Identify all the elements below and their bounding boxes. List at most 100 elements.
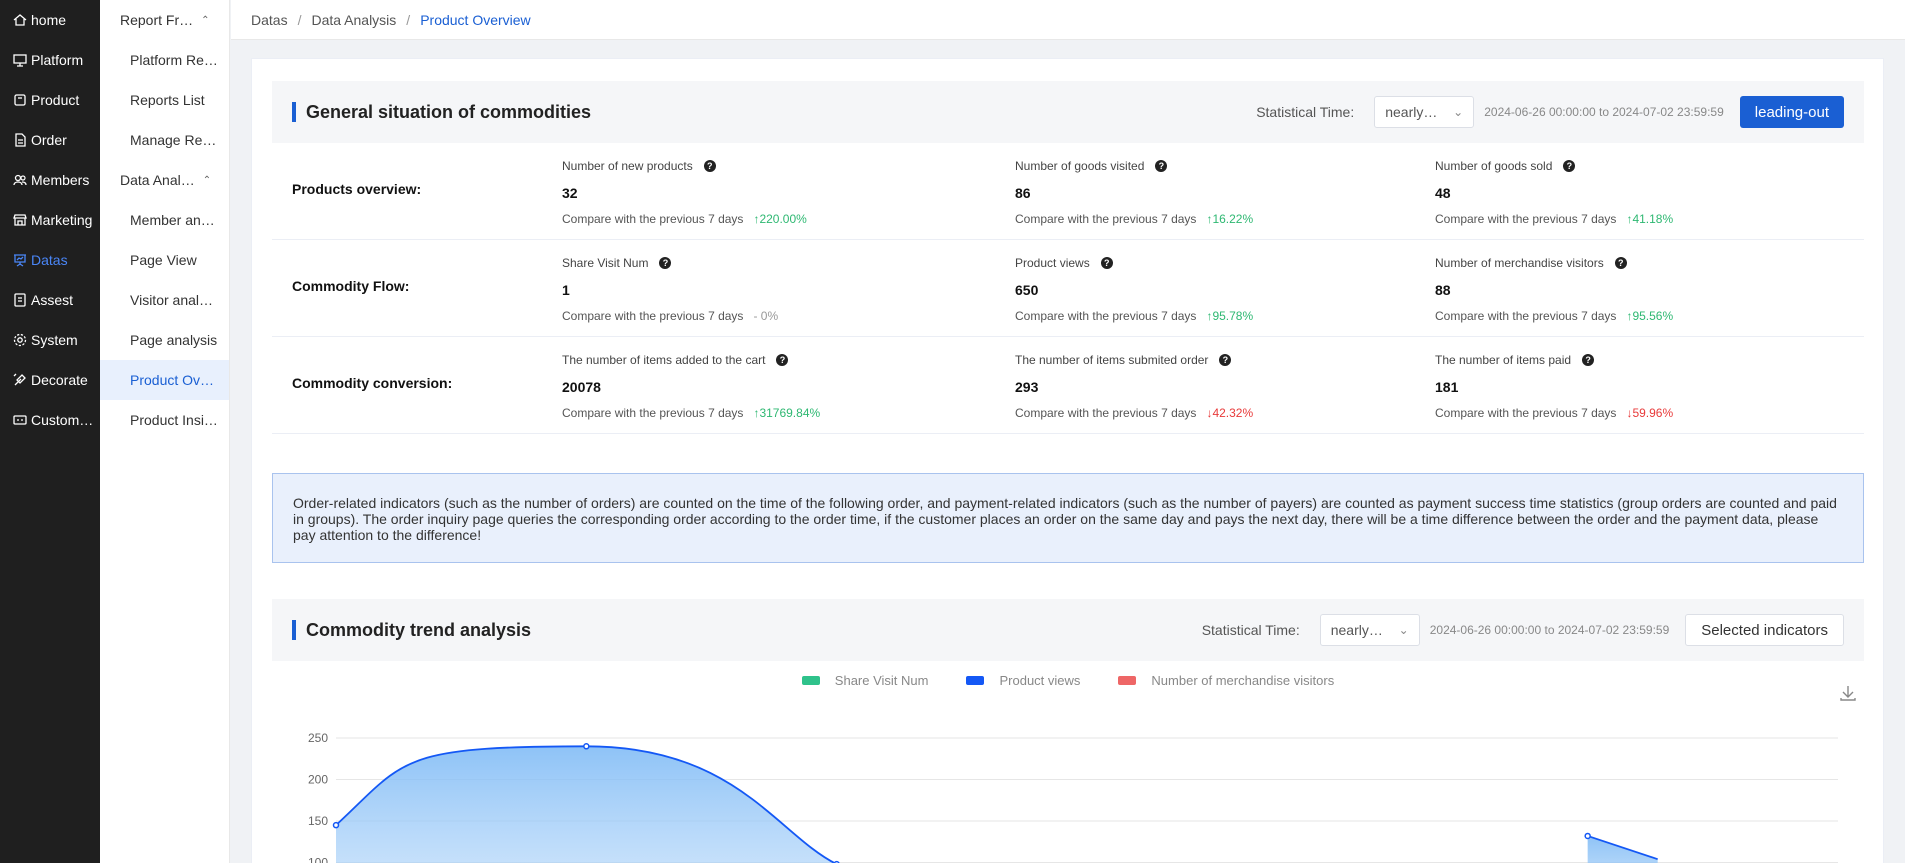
nav-item-platform[interactable]: Platform xyxy=(0,40,100,80)
gear-icon xyxy=(13,333,27,347)
metric-compare: Compare with the previous 7 days ↑95.78% xyxy=(1015,309,1253,323)
help-icon[interactable]: ? xyxy=(776,354,789,366)
metric-value: 1 xyxy=(562,282,570,298)
data-point[interactable] xyxy=(583,743,590,750)
nav-item-custom[interactable]: Custom… xyxy=(0,400,100,440)
submenu-label: Visitor anal… xyxy=(130,292,214,308)
metric-value: 181 xyxy=(1435,379,1459,395)
chart-plot-area: 250 200 150 100 xyxy=(308,731,1838,863)
section-accent-bar xyxy=(292,620,296,640)
trend-time-range-select[interactable]: nearly… ⌄ xyxy=(1319,614,1420,646)
overview-row-label: Commodity conversion: xyxy=(292,375,453,391)
help-icon[interactable]: ? xyxy=(1155,160,1168,172)
time-range-select[interactable]: nearly… ⌄ xyxy=(1374,96,1475,128)
legend-swatch xyxy=(1118,676,1137,685)
change-percent: - 0% xyxy=(753,309,779,323)
metric-title-wrap: Share Visit Num? xyxy=(562,256,672,270)
metric-title: The number of items paid xyxy=(1435,353,1572,367)
metric-title-wrap: Number of goods sold? xyxy=(1435,159,1576,173)
breadcrumb-data-analysis[interactable]: Data Analysis xyxy=(311,11,397,28)
submenu-label: Report Fr… xyxy=(120,12,194,28)
nav-item-members[interactable]: Members xyxy=(0,160,100,200)
nav-item-home[interactable]: home xyxy=(0,0,100,40)
trend-section-header: Commodity trend analysis Statistical Tim… xyxy=(272,599,1864,661)
series-area-product-views xyxy=(1587,835,1658,863)
submenu-item[interactable]: Product Ov… xyxy=(100,360,229,400)
help-icon[interactable]: ? xyxy=(1219,354,1232,366)
submenu-group[interactable]: Data Anal… ⌃ xyxy=(100,160,229,200)
submenu-group[interactable]: Report Fr… ⌃ xyxy=(100,0,229,40)
data-point[interactable] xyxy=(1584,832,1591,840)
submenu-item[interactable]: Page analysis xyxy=(100,320,229,360)
date-range-text: 2024-06-26 00:00:00 to 2024-07-02 23:59:… xyxy=(1484,105,1724,119)
compare-label: Compare with the previous 7 days xyxy=(1435,406,1617,420)
metric-value: 32 xyxy=(562,185,578,201)
submenu-item[interactable]: Platform Re… xyxy=(100,40,229,80)
chevron-up-icon: ⌃ xyxy=(202,174,212,186)
users-icon xyxy=(13,174,27,186)
nav-item-assest[interactable]: Assest xyxy=(0,280,100,320)
chevron-down-icon: ⌄ xyxy=(1398,623,1409,637)
compare-label: Compare with the previous 7 days xyxy=(1015,406,1197,420)
time-range-select-value: nearly… xyxy=(1385,104,1438,120)
metric-title: Product views xyxy=(1015,256,1090,270)
nav-item-label: Members xyxy=(31,172,90,188)
submenu-item[interactable]: Manage Re… xyxy=(100,120,229,160)
nav-item-system[interactable]: System xyxy=(0,320,100,360)
presentation-icon xyxy=(14,254,26,267)
chevron-down-icon: ⌄ xyxy=(1453,105,1464,119)
submenu-item[interactable]: Visitor anal… xyxy=(100,280,229,320)
help-icon[interactable]: ? xyxy=(1100,257,1113,269)
trend-section-title: Commodity trend analysis xyxy=(306,619,532,640)
metric-compare: Compare with the previous 7 days ↑220.00% xyxy=(562,212,807,226)
nav-item-decorate[interactable]: Decorate xyxy=(0,360,100,400)
nav-item-order[interactable]: Order xyxy=(0,120,100,160)
help-icon[interactable]: ? xyxy=(659,257,672,269)
metric-value: 86 xyxy=(1015,185,1031,201)
submenu-item[interactable]: Product Insi… xyxy=(100,400,229,440)
main-card: General situation of commodities Statist… xyxy=(251,58,1884,863)
compare-label: Compare with the previous 7 days xyxy=(1435,212,1617,226)
metric-compare: Compare with the previous 7 days ↑31769.8… xyxy=(562,406,820,420)
y-tick-label: 200 xyxy=(308,773,328,787)
metric-title-wrap: Number of goods visited? xyxy=(1015,159,1168,173)
help-icon[interactable]: ? xyxy=(1614,257,1627,269)
help-icon[interactable]: ? xyxy=(1563,160,1576,172)
help-icon[interactable]: ? xyxy=(703,160,716,172)
nav-item-product[interactable]: Product xyxy=(0,80,100,120)
metric-compare: Compare with the previous 7 days ↓42.32% xyxy=(1015,406,1253,420)
nav-item-datas[interactable]: Datas xyxy=(0,240,100,280)
metric-title: Number of goods visited xyxy=(1015,159,1145,173)
data-point[interactable] xyxy=(332,821,340,829)
overview-row: Commodity conversion: The number of items… xyxy=(272,337,1864,434)
metric-title-wrap: The number of items added to the cart? xyxy=(562,353,789,367)
breadcrumb-datas[interactable]: Datas xyxy=(251,11,288,28)
nav-item-label: Product xyxy=(31,92,80,108)
submenu-label: Product Ov… xyxy=(130,372,215,388)
nav-item-marketing[interactable]: Marketing xyxy=(0,200,100,240)
breadcrumb: Datas / Data Analysis / Product Overview xyxy=(231,0,1905,40)
export-button[interactable]: leading-out xyxy=(1739,96,1844,128)
download-icon[interactable] xyxy=(1838,683,1858,703)
chart-legend: Share Visit Num Product views Number of me… xyxy=(272,673,1864,688)
help-icon[interactable]: ? xyxy=(1582,354,1595,366)
submenu-item[interactable]: Reports List xyxy=(100,80,229,120)
metric-compare: Compare with the previous 7 days ↑95.56% xyxy=(1435,309,1673,323)
compare-label: Compare with the previous 7 days xyxy=(562,309,744,323)
submenu-label: Product Insi… xyxy=(130,412,218,428)
secondary-nav: Report Fr… ⌃ Platform Re… Reports List Manag… xyxy=(100,0,230,863)
legend-item[interactable]: Product views xyxy=(966,673,1080,688)
statistical-time-label: Statistical Time: xyxy=(1201,622,1300,638)
submenu-item[interactable]: Page View xyxy=(100,240,229,280)
general-section-header: General situation of commodities Statist… xyxy=(272,81,1864,143)
submenu-item[interactable]: Member an… xyxy=(100,200,229,240)
submenu-label: Reports List xyxy=(130,92,205,108)
selected-indicators-button[interactable]: Selected indicators xyxy=(1685,614,1844,646)
custom-icon xyxy=(13,415,27,425)
change-percent: ↑41.18% xyxy=(1626,212,1674,226)
legend-item[interactable]: Share Visit Num xyxy=(801,673,928,688)
submenu-label: Page View xyxy=(130,252,197,268)
trend-time-range-select-value: nearly… xyxy=(1330,622,1383,638)
metric-compare: Compare with the previous 7 days ↓59.96% xyxy=(1435,406,1673,420)
legend-item[interactable]: Number of merchandise visitors xyxy=(1118,673,1334,688)
